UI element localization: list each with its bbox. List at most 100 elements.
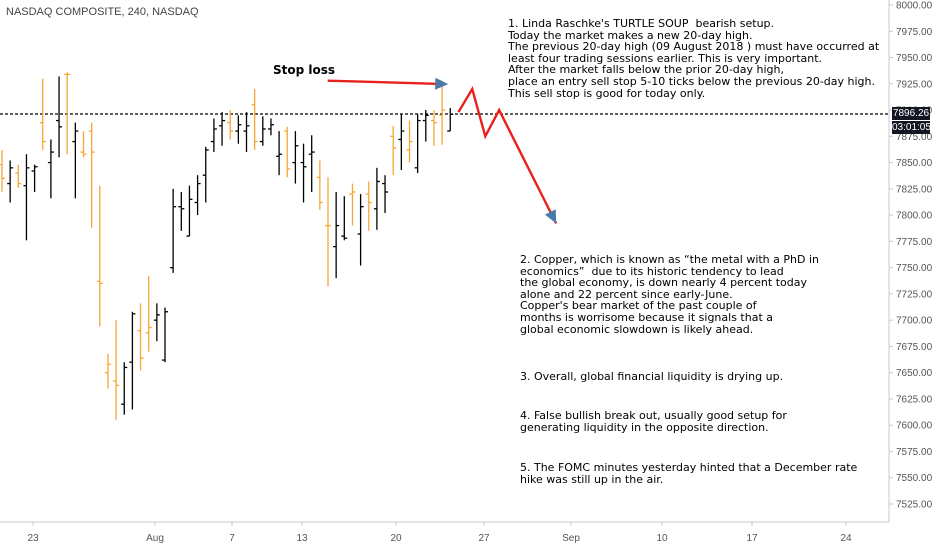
ohlc-bar	[422, 110, 429, 142]
ohlc-bar	[390, 125, 397, 176]
ohlc-bar	[325, 177, 331, 287]
ohlc-bar	[284, 126, 291, 178]
note-1: 1. Linda Raschke's TURTLE SOUP bearish s…	[508, 17, 880, 100]
stop-loss-arrow	[327, 77, 449, 90]
stop-loss-arrowhead	[435, 77, 449, 90]
ohlc-bar	[202, 146, 209, 203]
ohlc-bar	[129, 311, 136, 410]
ohlc-bar	[235, 115, 242, 144]
ohlc-bars	[0, 72, 454, 420]
ohlc-bar	[64, 72, 71, 155]
ohlc-bar	[23, 154, 30, 241]
x-tick-label: 20	[390, 533, 402, 544]
ohlc-bar	[276, 131, 283, 176]
x-tick-label: 27	[478, 533, 490, 544]
ohlc-bar	[210, 118, 217, 153]
ohlc-bar	[170, 188, 177, 273]
ohlc-bar	[308, 135, 315, 192]
ohlc-bar	[194, 175, 201, 216]
x-tick-label: 17	[746, 533, 758, 544]
projection-arrowhead	[544, 209, 557, 224]
ohlc-bar	[186, 185, 193, 237]
y-tick-label: 7575.00	[896, 447, 932, 458]
y-tick-label: 7625.00	[896, 394, 932, 405]
ohlc-bar	[447, 107, 454, 132]
ohlc-bar	[333, 191, 340, 279]
ohlc-bar	[47, 139, 54, 199]
ohlc-bar	[414, 114, 421, 174]
note-4: 4. False bullish break out, usually good…	[520, 409, 787, 434]
projection-line	[457, 86, 558, 225]
ohlc-bar	[251, 89, 258, 150]
y-tick-label: 7875.00	[896, 132, 932, 143]
ohlc-bar	[7, 160, 14, 203]
y-tick-label: 7775.00	[896, 237, 932, 248]
x-tick-label: Sep	[562, 533, 580, 544]
ohlc-bar	[357, 194, 364, 266]
ohlc-bar	[316, 160, 323, 210]
note-5: 5. The FOMC minutes yesterday hinted tha…	[520, 461, 858, 486]
stop-loss-line	[327, 79, 437, 85]
ohlc-bar	[382, 175, 389, 214]
ohlc-bar	[292, 131, 299, 184]
y-tick-label: 7975.00	[896, 27, 932, 38]
ohlc-bar	[113, 320, 120, 420]
x-tick-label: 10	[656, 533, 668, 544]
y-tick-label: 7700.00	[896, 316, 932, 327]
y-tick-label: 7825.00	[896, 184, 932, 195]
y-tick-label: 7600.00	[896, 421, 932, 432]
current-price-badge: 7896.26	[892, 107, 930, 120]
x-axis[interactable]: 23 Aug 7 13 20 27 Sep 10 17 24	[0, 521, 889, 544]
ohlc-bar	[178, 191, 185, 231]
ohlc-bar	[80, 131, 87, 158]
y-tick-label: 7950.00	[896, 53, 932, 64]
ohlc-bar	[153, 303, 160, 342]
y-tick-label: 7925.00	[896, 79, 932, 90]
ohlc-bar	[259, 116, 266, 146]
y-tick-label: 7750.00	[896, 263, 932, 274]
ohlc-bar	[430, 110, 437, 146]
note-3: 3. Overall, global financial liquidity i…	[520, 370, 784, 383]
y-tick-label: 7725.00	[896, 289, 932, 300]
ohlc-bar	[162, 307, 168, 363]
ohlc-bar	[267, 118, 274, 136]
note-2: 2. Copper, which is known as “the metal …	[520, 253, 819, 336]
y-tick-label: 7550.00	[896, 473, 932, 484]
ohlc-bar	[439, 80, 446, 145]
x-tick-label: 13	[296, 533, 308, 544]
ohlc-bar	[243, 112, 250, 153]
y-tick-label: 7800.00	[896, 211, 932, 222]
x-tick-label: 23	[27, 533, 39, 544]
symbol-title: NASDAQ COMPOSITE, 240, NASDAQ	[6, 6, 199, 18]
ohlc-bar	[31, 164, 38, 192]
bar-countdown-badge: 03:01:05	[892, 121, 931, 134]
ohlc-bar	[219, 112, 226, 146]
ohlc-bar	[39, 78, 46, 150]
ohlc-bar	[96, 185, 103, 327]
ohlc-bar	[300, 143, 307, 203]
y-tick-label: 7650.00	[896, 368, 932, 379]
ohlc-bar	[72, 122, 79, 199]
ohlc-bar	[88, 122, 95, 228]
ohlc-bar	[145, 276, 152, 352]
y-axis[interactable]: 7525.00 7550.00 7575.00 7600.00 7625.00 7650.…	[888, 0, 932, 522]
ohlc-bar	[137, 303, 144, 371]
ohlc-bar	[398, 114, 405, 170]
ohlc-bar	[349, 183, 356, 226]
y-tick-label: 7850.00	[896, 158, 932, 169]
x-tick-label: 7	[229, 533, 235, 544]
y-tick-label: 7675.00	[896, 342, 932, 353]
ohlc-bar	[56, 76, 63, 158]
stop-loss-label: Stop loss	[273, 63, 336, 77]
x-tick-label: 24	[840, 533, 852, 544]
x-tick-label: Aug	[146, 533, 164, 544]
ohlc-bar	[365, 181, 372, 231]
ohlc-bar	[104, 353, 111, 389]
ohlc-bar	[15, 164, 22, 188]
ohlc-bar	[0, 149, 5, 192]
ohlc-bar	[341, 196, 348, 241]
ohlc-bar	[406, 120, 413, 163]
ohlc-bar	[373, 167, 380, 230]
y-tick-label: 7525.00	[896, 500, 932, 511]
